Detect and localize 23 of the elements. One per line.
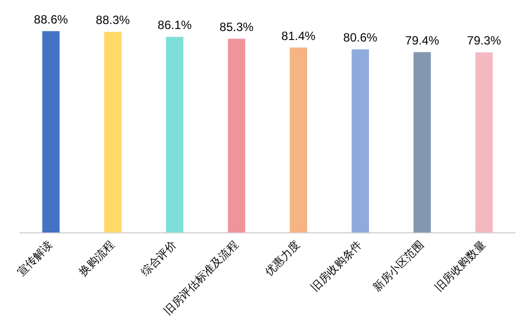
data-label: 88.6% <box>34 12 68 26</box>
x-tick-label: 新房小区范围 <box>370 238 426 294</box>
x-tick-label: 换购流程 <box>76 238 117 279</box>
data-label: 79.4% <box>405 33 440 48</box>
data-label: 85.3% <box>220 20 254 34</box>
bar <box>414 52 431 233</box>
bar <box>475 52 493 233</box>
bar <box>42 31 60 233</box>
data-label: 80.6% <box>343 30 378 45</box>
bar <box>104 32 122 233</box>
x-tick-label: 宣传解读 <box>14 238 56 279</box>
data-label: 88.3% <box>96 13 130 28</box>
bar <box>228 38 246 233</box>
bar <box>290 48 308 233</box>
x-tick-label: 旧房收购条件 <box>308 238 364 294</box>
x-tick-label: 综合评价 <box>138 238 179 279</box>
data-label: 81.4% <box>281 28 316 43</box>
x-tick-label: 旧房收购数量 <box>432 238 488 294</box>
x-tick-label: 优惠力度 <box>262 238 303 279</box>
data-label: 79.3% <box>467 34 502 48</box>
bar <box>352 49 369 233</box>
data-label: 86.1% <box>158 18 192 32</box>
bar <box>166 36 184 233</box>
